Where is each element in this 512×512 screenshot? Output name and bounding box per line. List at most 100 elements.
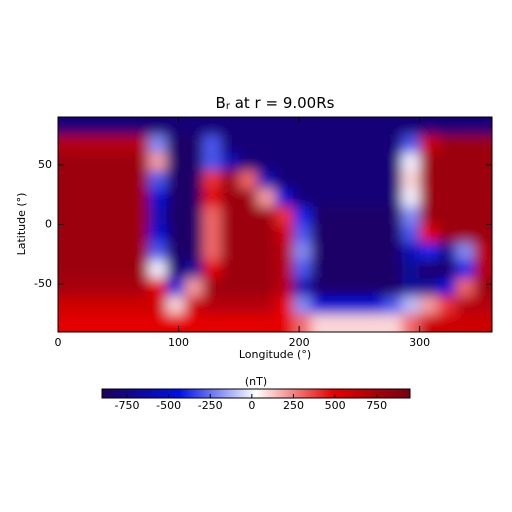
- cell: [220, 170, 240, 190]
- cell: [184, 314, 204, 332]
- cell: [293, 314, 312, 332]
- title-main: B: [216, 94, 226, 112]
- cell: [148, 188, 167, 208]
- cell: [455, 224, 475, 243]
- cell: [455, 152, 475, 172]
- cell: [130, 188, 149, 208]
- cell: [220, 152, 240, 172]
- cell: [365, 296, 384, 315]
- cell: [256, 170, 276, 190]
- cell: [76, 278, 95, 297]
- cell: [365, 117, 384, 136]
- cell: [130, 224, 149, 243]
- cell: [202, 314, 222, 332]
- cell: [184, 278, 204, 297]
- cell: [347, 152, 366, 172]
- cell: [365, 242, 384, 261]
- colorbar-label: (nT): [245, 375, 267, 388]
- cell: [473, 134, 492, 154]
- cell: [293, 206, 312, 225]
- cell: [202, 134, 222, 154]
- y-tick-label: 0: [45, 218, 52, 231]
- cells: [58, 117, 492, 332]
- cell: [58, 170, 77, 190]
- cell: [401, 188, 421, 208]
- cell: [238, 296, 258, 315]
- cell: [329, 242, 348, 261]
- cell: [94, 314, 113, 332]
- y-tick-label: -50: [34, 277, 52, 290]
- cell: [76, 152, 95, 172]
- cell: [166, 170, 186, 190]
- cell: [148, 260, 167, 279]
- cell: [293, 260, 312, 279]
- cell: [437, 188, 457, 208]
- cell: [238, 242, 258, 261]
- cell: [184, 296, 204, 315]
- cell: [473, 188, 492, 208]
- cell: [365, 260, 384, 279]
- cell: [94, 170, 113, 190]
- cell: [76, 242, 95, 261]
- cell: [401, 242, 421, 261]
- cell: [238, 170, 258, 190]
- cell: [166, 134, 186, 154]
- cell: [202, 242, 222, 261]
- cell: [202, 117, 222, 136]
- x-tick-label: 200: [289, 336, 310, 349]
- cell: [311, 260, 330, 279]
- cell: [275, 278, 294, 297]
- cell: [58, 117, 77, 136]
- cell: [347, 224, 366, 243]
- cell: [329, 260, 348, 279]
- cell: [130, 206, 149, 225]
- cell: [275, 152, 294, 172]
- cell: [94, 134, 113, 154]
- cell: [184, 206, 204, 225]
- cell: [184, 170, 204, 190]
- cell: [383, 170, 403, 190]
- cell: [293, 152, 312, 172]
- cell: [311, 206, 330, 225]
- cell: [130, 117, 149, 136]
- cell: [58, 134, 77, 154]
- cell: [329, 188, 348, 208]
- cell: [275, 242, 294, 261]
- cell: [329, 296, 348, 315]
- cell: [293, 188, 312, 208]
- cell: [220, 314, 240, 332]
- cell: [455, 117, 475, 136]
- cell: [112, 314, 131, 332]
- cell: [419, 278, 439, 297]
- cell: [58, 224, 77, 243]
- cell: [455, 170, 475, 190]
- cell: [347, 260, 366, 279]
- cell: [311, 296, 330, 315]
- cell: [76, 314, 95, 332]
- cell: [473, 152, 492, 172]
- cell: [238, 314, 258, 332]
- cell: [473, 314, 492, 332]
- cell: [184, 134, 204, 154]
- cell: [419, 170, 439, 190]
- cell: [202, 224, 222, 243]
- cell: [437, 152, 457, 172]
- cell: [76, 224, 95, 243]
- cell: [347, 296, 366, 315]
- cell: [311, 152, 330, 172]
- cell: [94, 224, 113, 243]
- cell: [419, 260, 439, 279]
- cell: [76, 206, 95, 225]
- cell: [166, 224, 186, 243]
- cell: [130, 260, 149, 279]
- cell: [329, 224, 348, 243]
- cell: [238, 260, 258, 279]
- cell: [365, 134, 384, 154]
- cell: [112, 152, 131, 172]
- cell: [455, 296, 475, 315]
- colorbar-tick-label: 0: [248, 399, 255, 412]
- cell: [365, 224, 384, 243]
- cell: [419, 152, 439, 172]
- cell: [293, 278, 312, 297]
- cell: [347, 188, 366, 208]
